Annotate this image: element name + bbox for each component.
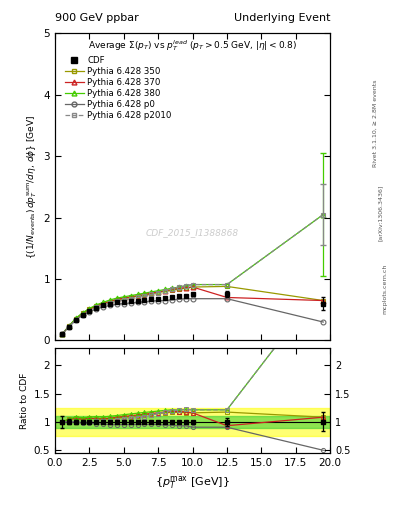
Text: Average $\Sigma(p_T)$ vs $p_T^{lead}$ ($p_T > 0.5$ GeV, $|\eta| < 0.8$): Average $\Sigma(p_T)$ vs $p_T^{lead}$ ($… [88,38,297,53]
Text: Underlying Event: Underlying Event [233,13,330,23]
Text: CDF_2015_I1388868: CDF_2015_I1388868 [146,228,239,238]
Text: [arXiv:1306.3436]: [arXiv:1306.3436] [378,184,383,241]
Y-axis label: Ratio to CDF: Ratio to CDF [20,372,29,429]
Y-axis label: $\{(1/N_\mathrm{events})\, dp_T^\mathrm{sum}/d\eta,\, d\phi\}$ [GeV]: $\{(1/N_\mathrm{events})\, dp_T^\mathrm{… [26,115,39,259]
Bar [55,416,330,428]
Bar [55,408,330,436]
X-axis label: $\{p_T^\mathrm{max}$ [GeV]$\}$: $\{p_T^\mathrm{max}$ [GeV]$\}$ [155,474,230,490]
Text: Rivet 3.1.10, ≥ 2.8M events: Rivet 3.1.10, ≥ 2.8M events [373,79,378,166]
Text: mcplots.cern.ch: mcplots.cern.ch [383,264,387,314]
Text: 900 GeV ppbar: 900 GeV ppbar [55,13,139,23]
Legend: CDF, Pythia 6.428 350, Pythia 6.428 370, Pythia 6.428 380, Pythia 6.428 p0, Pyth: CDF, Pythia 6.428 350, Pythia 6.428 370,… [62,53,174,123]
